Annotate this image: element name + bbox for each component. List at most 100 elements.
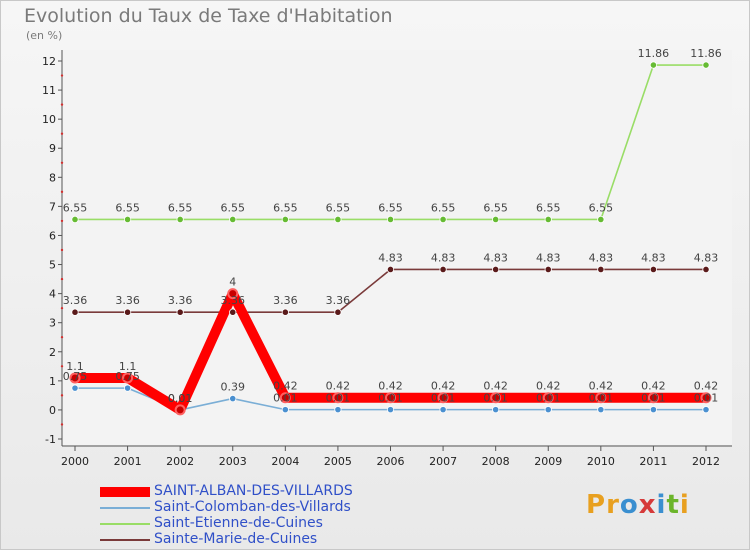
logo-letter: o — [619, 490, 639, 520]
legend-label: SAINT-ALBAN-DES-VILLARDS — [154, 483, 353, 499]
series-point-2 — [544, 215, 552, 224]
data-label-2: 6.55 — [378, 201, 403, 214]
y-minor-tick — [60, 219, 64, 223]
series-point-2 — [386, 215, 395, 224]
series-point-2 — [123, 215, 132, 224]
x-tick-label: 2005 — [324, 455, 352, 468]
data-label-2: 6.55 — [483, 201, 508, 214]
data-label-2: 11.86 — [690, 47, 722, 60]
series-point-1 — [544, 406, 552, 414]
data-label-1: 0.01 — [168, 392, 193, 405]
series-point-1 — [281, 406, 289, 414]
y-tick-label: 0 — [49, 404, 56, 417]
data-label-0: 0.01 — [168, 392, 193, 405]
y-tick-label: 7 — [49, 200, 56, 213]
data-label-1: 0.01 — [536, 392, 561, 405]
data-label-0: 4 — [229, 276, 236, 289]
data-label-2: 6.55 — [273, 201, 298, 214]
data-label-2: 6.55 — [221, 201, 246, 214]
legend-swatch — [100, 539, 150, 541]
series-point-1 — [386, 406, 395, 414]
legend-label: Saint-Colomban-des-Villards — [154, 499, 351, 515]
data-label-2: 6.55 — [168, 201, 193, 214]
y-minor-tick — [60, 336, 64, 339]
series-point-0 — [437, 392, 449, 404]
y-minor-tick — [60, 74, 64, 77]
x-tick-label: 2004 — [271, 455, 299, 468]
data-label-1: 0.01 — [431, 392, 456, 405]
series-point-0 — [490, 392, 502, 404]
series-point-1 — [597, 406, 605, 414]
y-minor-tick — [60, 103, 64, 106]
y-tick-label: 11 — [42, 84, 56, 97]
series-point-3 — [386, 265, 395, 274]
y-minor-tick — [60, 190, 64, 194]
data-label-2: 6.55 — [115, 201, 140, 214]
legend-swatch — [100, 507, 150, 509]
logo-letter: i — [679, 490, 690, 520]
data-label-1: 0.01 — [273, 392, 298, 405]
data-label-3: 4.83 — [694, 251, 719, 264]
x-tick-label: 2006 — [377, 455, 405, 468]
series-point-3 — [597, 265, 605, 274]
series-point-3 — [492, 265, 500, 274]
data-label-1: 0.01 — [589, 392, 614, 405]
y-tick-label: 10 — [42, 113, 56, 126]
data-label-0: 0.42 — [431, 380, 456, 393]
series-point-3 — [439, 265, 447, 274]
y-minor-tick — [60, 161, 64, 164]
series-point-1 — [702, 406, 710, 414]
y-tick-label: 9 — [49, 142, 56, 155]
data-label-1: 0.01 — [326, 392, 351, 405]
series-point-0 — [647, 392, 659, 404]
series-point-3 — [229, 308, 237, 316]
data-label-3: 4.83 — [483, 251, 508, 264]
data-label-1: 0.39 — [221, 381, 246, 394]
y-tick-label: 4 — [49, 288, 56, 301]
logo-letter: x — [638, 490, 657, 520]
y-minor-tick — [60, 277, 64, 281]
series-point-0 — [122, 372, 134, 384]
x-tick-label: 2007 — [429, 455, 457, 468]
y-tick-label: 1 — [49, 375, 56, 388]
x-tick-label: 2010 — [587, 455, 615, 468]
series-point-2 — [439, 215, 447, 224]
data-label-3: 3.36 — [273, 294, 298, 307]
data-label-3: 4.83 — [431, 251, 456, 264]
series-point-1 — [71, 384, 79, 392]
chart-unit-label: (en %) — [26, 29, 63, 42]
data-label-3: 3.36 — [326, 294, 351, 307]
series-point-0 — [332, 392, 344, 404]
series-point-0 — [69, 372, 81, 384]
series-point-1 — [492, 406, 500, 414]
data-label-2: 6.55 — [536, 201, 561, 214]
data-label-0: 1.1 — [66, 360, 84, 373]
series-point-2 — [229, 215, 237, 224]
legend-swatch — [100, 523, 150, 525]
proxiti-logo: Proxiti — [586, 490, 690, 520]
data-label-2: 6.55 — [326, 201, 351, 214]
series-point-0 — [279, 392, 291, 404]
series-point-2 — [281, 215, 289, 224]
data-label-0: 0.42 — [273, 380, 298, 393]
series-point-2 — [334, 215, 342, 224]
series-point-2 — [597, 215, 605, 224]
y-tick-label: 8 — [49, 171, 56, 184]
series-point-1 — [229, 394, 237, 403]
series-point-3 — [649, 265, 658, 274]
series-point-3 — [176, 308, 184, 316]
data-label-3: 3.36 — [221, 294, 246, 307]
series-point-0 — [700, 392, 712, 404]
data-label-2: 6.55 — [63, 201, 88, 214]
logo-letter: r — [606, 490, 620, 520]
data-label-3: 3.36 — [168, 294, 193, 307]
data-label-1: 0.01 — [378, 392, 403, 405]
x-tick-label: 2001 — [114, 455, 142, 468]
data-label-1: 0.01 — [483, 392, 508, 405]
data-label-1: 0.75 — [115, 370, 140, 383]
data-label-0: 0.42 — [694, 380, 719, 393]
series-point-1 — [123, 384, 132, 392]
y-minor-tick — [60, 248, 64, 252]
y-tick-label: 3 — [49, 317, 56, 330]
